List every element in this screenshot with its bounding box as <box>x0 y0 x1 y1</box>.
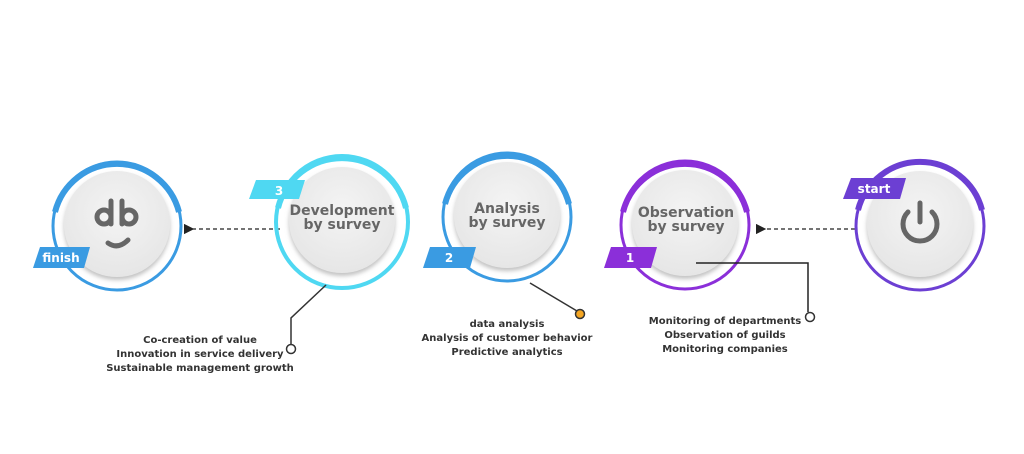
step-3-detail: Co-creation of value <box>143 335 257 346</box>
finish-badge <box>33 247 90 268</box>
step-3-development: Development by survey 3 Co-creation of v… <box>106 154 410 374</box>
step-2-detail: data analysis <box>470 319 545 330</box>
step-finish: finish <box>33 160 183 292</box>
step-2-connector <box>529 282 578 312</box>
step-3-detail: Sustainable management growth <box>106 363 294 374</box>
step-3-detail: Innovation in service delivery <box>116 349 284 360</box>
step-3-badge <box>249 180 305 199</box>
step-3-title: Development <box>290 203 395 219</box>
step-1-detail: Monitoring of departments <box>649 316 801 327</box>
step-3-connector-dot <box>285 343 297 355</box>
step-2-badge-label: 2 <box>445 251 453 265</box>
step-2-subtitle: by survey <box>469 215 546 231</box>
step-1-badge-label: 1 <box>626 251 634 265</box>
db-smiley-logo <box>94 198 139 249</box>
step-3-connector <box>290 284 327 345</box>
step-1-observation: Observation by survey 1 Monitoring of de… <box>604 159 816 355</box>
step-1-title: Observation <box>638 205 734 221</box>
step-3-badge-label: 3 <box>275 184 283 198</box>
finish-badge-label: finish <box>42 251 79 265</box>
step-1-badge <box>604 247 657 268</box>
step-2-detail: Analysis of customer behavior <box>422 333 593 344</box>
step-1-detail: Observation of guilds <box>664 330 785 341</box>
step-start: start <box>843 158 986 292</box>
step-2-analysis: Analysis by survey 2 data analysis Analy… <box>422 151 593 358</box>
step-1-connector-dot <box>804 311 816 323</box>
step-2-connector-dot <box>574 308 586 320</box>
start-badge-label: start <box>858 182 891 196</box>
step-1-subtitle: by survey <box>648 219 725 235</box>
power-icon[interactable] <box>900 200 940 244</box>
start-badge <box>843 178 906 199</box>
step-1-detail: Monitoring companies <box>662 344 788 355</box>
step-3-subtitle: by survey <box>304 217 381 233</box>
step-2-badge <box>423 247 476 268</box>
step-2-detail: Predictive analytics <box>451 347 562 358</box>
step-2-title: Analysis <box>474 201 540 217</box>
step-1-connector <box>696 262 809 312</box>
